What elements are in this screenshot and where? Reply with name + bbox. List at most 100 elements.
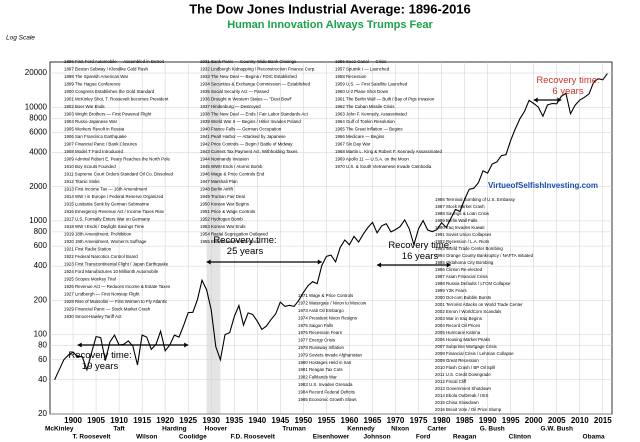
event-text: 1998 Russia Defaults / LTCM Collapse: [435, 281, 511, 286]
event-text: 1908 Model T Ford Introduced: [64, 149, 123, 154]
event-text: 1978 Runaway Inflation: [298, 345, 344, 350]
event-text: 1962 The Cuban Missile Crisis: [335, 104, 395, 109]
x-tick-label: 1930: [202, 416, 220, 425]
event-text: 1923 First Transcontinental Flight / Jap…: [64, 262, 169, 267]
chart-title: The Dow Jones Industrial Average: 1896-2…: [189, 1, 471, 16]
y-tick-label: 600: [34, 241, 48, 250]
event-text: 1942 Price Controls — Begin / Battle of …: [200, 142, 293, 147]
event-text: 1948 Berlin Airlift: [200, 187, 234, 192]
president: Reagan: [453, 434, 477, 441]
event-text: 1955 Eisenhower Heart Attack: [200, 239, 260, 244]
event-text: 1975 Saigon Falls: [298, 323, 334, 328]
event-text: 1951 Price & Wage Controls: [200, 209, 256, 214]
event-text: 2006 Housing Market Peaks: [435, 337, 491, 342]
event-text: 1904 Russo-Japanese War: [64, 119, 118, 124]
y-tick-label: 10000: [25, 102, 48, 111]
president: Carter: [427, 426, 447, 433]
event-text: 1945 WWII Ends / Atomic Bomb: [200, 164, 263, 169]
event-text: 1898 The Spanish American War: [64, 74, 129, 79]
annotation: Recovery time: 25 years: [213, 235, 276, 257]
event-text: 1929 Financial Panic — Stock Market Cras…: [64, 307, 151, 312]
event-text: 1935 Social Security Act — Passed: [200, 89, 269, 94]
event-text: 1950 Korean War Begins: [200, 202, 250, 207]
x-tick-label: 2000: [525, 416, 543, 425]
event-text: 1984 Record Federal Deficits: [298, 389, 356, 394]
event-text: 1926 Revenue Act — Reduces Income & Esta…: [64, 284, 171, 289]
event-text: 2004 Record Oil Prices: [435, 323, 481, 328]
event-text: 2016 Brexit Vote / Oil Price Slump: [435, 407, 502, 412]
event-text: 2000 Dot-com Bubble Bursts: [435, 295, 492, 300]
event-text: 2009 Great Recession: [435, 358, 479, 363]
event-text: 1986 Terminal Bombing of U.S. Embassy: [435, 197, 516, 202]
event-text: 1952 Hydrogen Bomb: [200, 217, 243, 222]
event-text: 1964 Gulf of Tonkin Resolution: [335, 119, 395, 124]
president: T. Roosevelt: [72, 434, 111, 441]
x-tick-label: 1935: [225, 416, 243, 425]
x-tick-label: 1970: [387, 416, 405, 425]
event-text: 1954 Racial Segregation Outlawed: [200, 232, 268, 237]
event-text: 1971 Wage & Price Controls: [298, 293, 354, 298]
event-text: 1943 Current Tax Payment Act, Withholdin…: [200, 149, 298, 154]
president: Clinton: [509, 434, 531, 441]
event-text: 1982 Falklands War: [298, 375, 337, 380]
event-text: 1949 Truman Fair Deal: [200, 194, 245, 199]
event-text: 1901 McKinley Shot, T. Roosevelt becomes…: [64, 97, 169, 102]
x-tick-label: 2015: [594, 416, 612, 425]
event-text: 1911 Supreme Court Orders Standard Oil C…: [64, 172, 174, 177]
event-text: 1961 The Berlin Wall — Built / Bay of Pi…: [335, 97, 435, 102]
president: Johnson: [364, 434, 391, 441]
event-text: 2015 China Slowdown: [435, 400, 479, 405]
event-text: 1941 Pearl Harbor — Attacked by Japanese: [200, 134, 286, 139]
y-tick-label: 20: [38, 409, 47, 418]
event-text: 2005 Hurricane Katrina: [435, 330, 481, 335]
y-axis-label: Log Scale: [6, 35, 35, 42]
event-text: 1947 Marshall Plan: [200, 179, 238, 184]
president: Taft: [113, 426, 125, 433]
event-text: 1919 18th Amendment, Prohibition: [64, 232, 132, 237]
event-text: 1920 19th Amendment, Women's Suffrage: [64, 239, 147, 244]
event-text: 1906 San Francisco Earthquake: [64, 134, 127, 139]
president: Obama: [583, 434, 605, 441]
x-tick-label: 2005: [548, 416, 566, 425]
event-text: 1916 Emergency Revenue Act / Income Taxe…: [64, 209, 165, 214]
grid: [49, 61, 613, 415]
event-text: 1953 Korean War Ends: [200, 224, 246, 229]
president: G.W. Bush: [540, 426, 573, 433]
event-text: 1905 Workers Revolt in Russia: [64, 127, 125, 132]
dow-line: [54, 73, 608, 381]
event-text: 1974 President Nixon Resigns: [298, 315, 358, 320]
labels: 20 40 60 80 100 200 400 600 800 1000 2000 4000 6000 8…: [25, 59, 612, 441]
y-tick-label: 200: [34, 295, 48, 304]
x-tick-label: 1910: [110, 416, 128, 425]
recovery-shade: [206, 62, 221, 414]
president: Coolidge: [179, 434, 207, 441]
x-tick-label: 2010: [571, 416, 589, 425]
x-tick-label: 1975: [410, 416, 428, 425]
event-text: 1994 Orange County Bankruptcy / NAFTA In…: [435, 253, 534, 258]
president: F.D. Roosevelt: [230, 434, 275, 441]
event-text: 1914 WW I in Europe / Federal Reserve Or…: [64, 194, 164, 199]
x-tick-label: 1985: [456, 416, 474, 425]
event-text: 1927 Lindbergh — First Nonstop Flight: [64, 292, 140, 297]
x-tick-label: 1990: [479, 416, 497, 425]
event-text: 1934 Securities & Exchange Commission — …: [200, 82, 311, 87]
y-tick-label: 4000: [29, 148, 47, 157]
event-text: 1903 Wright Brothers — First Powered Fli…: [64, 112, 152, 117]
event-text: 1946 Wage & Price Controls End: [200, 172, 265, 177]
x-tick-label: 1995: [502, 416, 520, 425]
event-text: 1972 Watergate / Nixon to Moscow: [298, 301, 367, 306]
event-text: 1917 U.S. Formally Enters War on Germany: [64, 217, 151, 222]
president: Eisenhower: [313, 434, 350, 441]
event-text: 1936 Drought in Western States — "Dust B…: [200, 97, 293, 102]
event-text: 2011 U.S. Credit Downgrade: [435, 372, 491, 377]
event-text: 1967 Six Day War: [335, 142, 371, 147]
x-tick-label: 1955: [317, 416, 335, 425]
annotation: Recovery time: 6 years: [536, 75, 599, 97]
event-text: 1958 Recession: [335, 74, 367, 79]
event-text: 2003 War in Iraq Begins: [435, 316, 483, 321]
event-text: 1996 Clinton Re-elected: [435, 267, 483, 272]
website: VirtueofSelfishInvesting.com: [488, 181, 598, 190]
president: Ford: [416, 434, 430, 441]
x-tick-label: 1960: [341, 416, 359, 425]
